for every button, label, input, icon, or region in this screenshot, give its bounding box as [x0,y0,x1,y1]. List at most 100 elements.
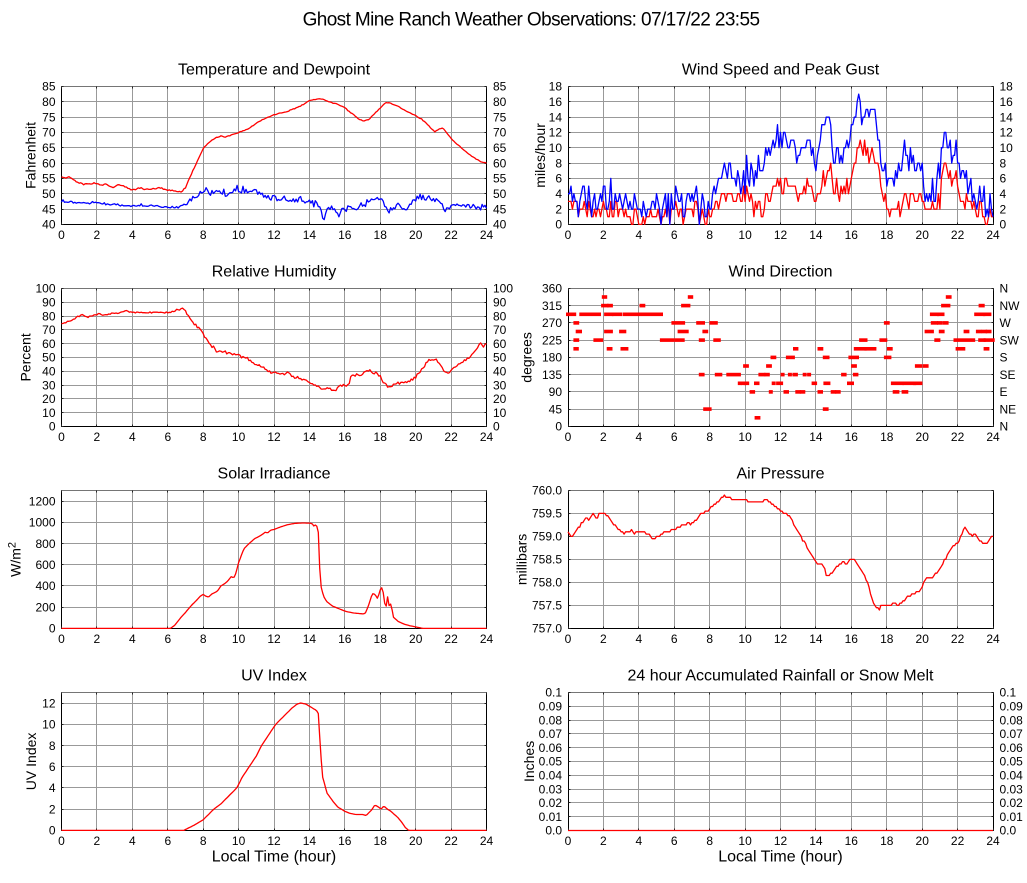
svg-text:16: 16 [549,95,563,109]
svg-text:24: 24 [480,430,494,444]
svg-text:12: 12 [267,228,281,242]
svg-text:10: 10 [232,834,246,848]
svg-text:12: 12 [774,430,788,444]
svg-text:4: 4 [129,632,136,646]
svg-text:22: 22 [951,834,965,848]
svg-text:800: 800 [35,537,55,551]
svg-text:20: 20 [409,228,423,242]
svg-text:0: 0 [58,632,65,646]
svg-text:18: 18 [549,80,563,94]
svg-text:20: 20 [409,430,423,444]
svg-text:50: 50 [42,351,56,365]
svg-text:0.1: 0.1 [545,686,562,700]
svg-text:SE: SE [1000,368,1016,382]
svg-text:55: 55 [493,172,507,186]
svg-text:0.02: 0.02 [1000,796,1024,810]
svg-text:60: 60 [42,156,56,170]
svg-text:270: 270 [542,316,562,330]
svg-text:0.02: 0.02 [539,796,563,810]
svg-text:2: 2 [600,834,607,848]
svg-text:55: 55 [42,172,56,186]
svg-text:miles/hour: miles/hour [532,123,548,188]
svg-text:6: 6 [671,228,678,242]
svg-text:Wind Speed and Peak Gust: Wind Speed and Peak Gust [682,61,880,78]
svg-text:S: S [1000,351,1008,365]
svg-text:10: 10 [232,228,246,242]
svg-text:16: 16 [845,632,859,646]
svg-text:50: 50 [493,187,507,201]
svg-text:0.07: 0.07 [1000,727,1024,741]
svg-text:80: 80 [493,309,507,323]
svg-text:70: 70 [493,323,507,337]
svg-text:UV Index: UV Index [23,733,39,791]
svg-text:759.0: 759.0 [532,530,562,544]
svg-text:6: 6 [671,632,678,646]
svg-text:0: 0 [493,420,500,434]
svg-text:6: 6 [49,760,56,774]
svg-text:18: 18 [374,430,388,444]
svg-text:80: 80 [42,309,56,323]
svg-text:14: 14 [809,430,823,444]
svg-text:22: 22 [444,632,458,646]
svg-text:24: 24 [480,228,494,242]
svg-text:75: 75 [42,110,56,124]
svg-text:10: 10 [493,406,507,420]
svg-text:2: 2 [600,228,607,242]
svg-text:4: 4 [635,228,642,242]
svg-text:22: 22 [951,228,965,242]
svg-text:12: 12 [774,228,788,242]
svg-text:0: 0 [565,834,572,848]
svg-text:225: 225 [542,333,562,347]
svg-text:0.03: 0.03 [1000,782,1024,796]
svg-text:14: 14 [809,228,823,242]
svg-text:0: 0 [58,228,65,242]
svg-text:6: 6 [164,228,171,242]
svg-text:2: 2 [555,202,562,216]
svg-text:90: 90 [549,385,563,399]
svg-text:760.0: 760.0 [532,484,562,498]
svg-text:200: 200 [35,601,55,615]
svg-text:10: 10 [1000,141,1014,155]
svg-text:16: 16 [338,834,352,848]
svg-text:0.04: 0.04 [539,769,563,783]
svg-text:20: 20 [409,834,423,848]
svg-text:8: 8 [200,430,207,444]
svg-text:N: N [1000,282,1009,296]
svg-text:20: 20 [409,632,423,646]
svg-text:22: 22 [951,632,965,646]
svg-text:0.07: 0.07 [539,727,563,741]
svg-text:40: 40 [493,365,507,379]
svg-text:8: 8 [706,632,713,646]
svg-text:22: 22 [444,834,458,848]
svg-text:10: 10 [738,430,752,444]
svg-text:85: 85 [493,80,507,94]
svg-text:18: 18 [374,228,388,242]
svg-text:16: 16 [845,834,859,848]
svg-text:UV Index: UV Index [241,667,307,684]
svg-text:0: 0 [555,420,562,434]
svg-text:8: 8 [200,228,207,242]
svg-text:24: 24 [480,632,494,646]
svg-text:315: 315 [542,299,562,313]
svg-text:Solar Irradiance: Solar Irradiance [218,465,331,482]
svg-text:6: 6 [555,172,562,186]
svg-text:8: 8 [706,228,713,242]
svg-text:40: 40 [493,218,507,232]
svg-text:90: 90 [42,296,56,310]
svg-text:6: 6 [671,430,678,444]
svg-text:16: 16 [845,430,859,444]
svg-text:12: 12 [267,632,281,646]
svg-text:14: 14 [549,110,563,124]
svg-text:6: 6 [671,834,678,848]
svg-text:24: 24 [480,834,494,848]
svg-text:8: 8 [555,156,562,170]
svg-text:20: 20 [916,834,930,848]
svg-text:4: 4 [49,781,56,795]
svg-text:NE: NE [1000,402,1017,416]
svg-text:16: 16 [845,228,859,242]
svg-text:1000: 1000 [29,516,56,530]
svg-text:24 hour Accumulated Rainfall o: 24 hour Accumulated Rainfall or Snow Mel… [628,667,934,684]
svg-text:6: 6 [164,632,171,646]
svg-text:12: 12 [267,430,281,444]
svg-text:2: 2 [600,430,607,444]
